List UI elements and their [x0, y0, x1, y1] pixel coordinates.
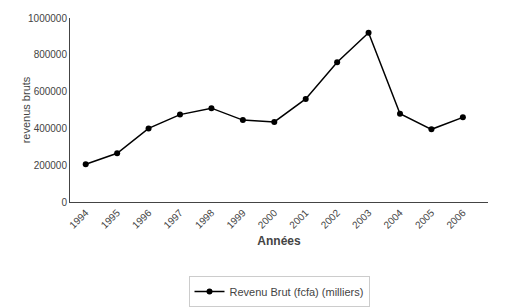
svg-text:2005: 2005 — [413, 207, 437, 231]
svg-text:1994: 1994 — [67, 207, 91, 231]
svg-text:200000: 200000 — [34, 160, 68, 171]
svg-text:2003: 2003 — [350, 207, 374, 231]
svg-text:1998: 1998 — [193, 207, 217, 231]
svg-text:2004: 2004 — [381, 207, 405, 231]
svg-text:1997: 1997 — [161, 207, 185, 231]
svg-text:2000: 2000 — [256, 207, 280, 231]
svg-text:1995: 1995 — [99, 207, 123, 231]
svg-text:Revenu Brut (fcfa) (milliers): Revenu Brut (fcfa) (milliers) — [230, 286, 364, 298]
svg-text:600000: 600000 — [34, 86, 68, 97]
svg-text:1996: 1996 — [130, 207, 154, 231]
svg-text:2001: 2001 — [287, 207, 311, 231]
svg-text:revenus bruts: revenus bruts — [20, 76, 32, 143]
svg-text:Années: Années — [257, 234, 301, 248]
svg-text:2006: 2006 — [444, 207, 468, 231]
svg-text:400000: 400000 — [34, 123, 68, 134]
svg-text:1000000: 1000000 — [28, 13, 67, 24]
svg-text:2002: 2002 — [319, 207, 343, 231]
svg-text:0: 0 — [61, 197, 67, 208]
svg-text:1999: 1999 — [224, 207, 248, 231]
svg-text:800000: 800000 — [34, 49, 68, 60]
